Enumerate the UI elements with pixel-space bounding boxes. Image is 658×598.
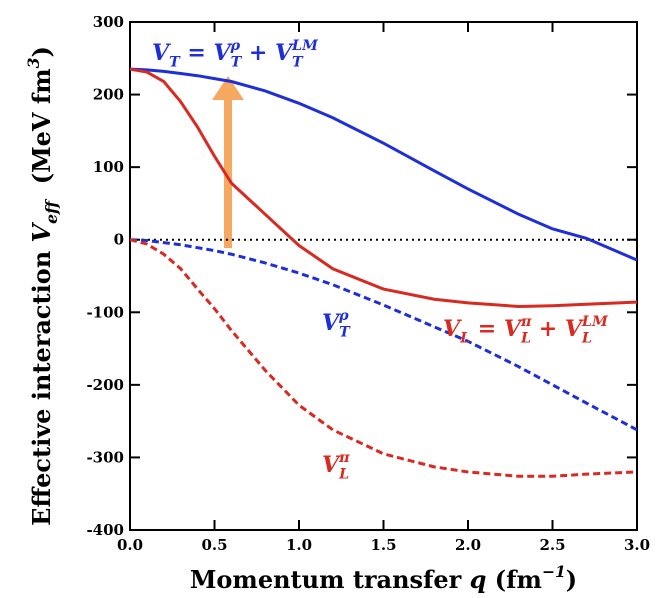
- superscript: ρ: [230, 38, 241, 54]
- label-part: V: [152, 40, 171, 66]
- label-part: (fm: [486, 565, 541, 594]
- label-part: =: [180, 40, 214, 66]
- x-tick-label: 0.5: [201, 536, 227, 554]
- superscript: ρ: [338, 308, 349, 324]
- superscript: π: [338, 450, 350, 466]
- x-tick-label: 2.0: [455, 536, 481, 554]
- subscript: L: [338, 467, 349, 483]
- subscript: L: [459, 331, 470, 347]
- y-tick-label: 100: [93, 158, 124, 176]
- series-line: [129, 238, 638, 432]
- series-line: [129, 67, 638, 262]
- y-tick-label: 0: [114, 231, 124, 249]
- label-part: V: [275, 40, 294, 66]
- label-part: V: [443, 316, 462, 342]
- plot-frame: [129, 21, 638, 531]
- subscript: L: [581, 331, 592, 347]
- y-tick-label: -100: [86, 303, 124, 321]
- label-part: V: [27, 221, 56, 242]
- subscript: eff: [42, 198, 61, 224]
- y-axis-label: Effective interaction Veff​ (MeV fm3​): [24, 46, 61, 526]
- label-part: V: [322, 452, 341, 478]
- series-line: [129, 67, 638, 308]
- label-part: V: [565, 316, 584, 342]
- label-part: Momentum transfer: [190, 565, 470, 594]
- y-tick-label: -400: [86, 521, 124, 539]
- superscript: LM: [581, 314, 609, 330]
- subscript: L: [520, 331, 531, 347]
- x-tick-label: 1.0: [286, 536, 312, 554]
- label-part: +: [241, 40, 275, 66]
- superscript: LM: [291, 38, 319, 54]
- x-tick-label: 3.0: [624, 536, 650, 554]
- x-tick-label: 1.5: [370, 536, 396, 554]
- y-tick-label: -300: [86, 448, 124, 466]
- label-part: V: [213, 40, 232, 66]
- subscript: T: [231, 55, 243, 71]
- superscript: −1: [542, 562, 566, 581]
- y-tick-label: 200: [93, 86, 124, 104]
- x-axis-label: Momentum transfer q (fm−1​): [190, 562, 577, 594]
- superscript: π: [520, 314, 532, 330]
- y-tick-label: -200: [86, 376, 124, 394]
- label-part: (MeV fm: [27, 68, 56, 201]
- series-line: [129, 238, 638, 478]
- label-part: ): [566, 565, 577, 594]
- x-tick-label: 2.5: [539, 536, 565, 554]
- label-part: ): [27, 46, 56, 57]
- label-part: =: [470, 316, 504, 342]
- subscript: T: [292, 55, 304, 71]
- label-part: Effective interaction: [27, 242, 56, 525]
- annotation: VρT​: [322, 308, 351, 341]
- subscript: T: [339, 325, 351, 341]
- label-part: V: [504, 316, 523, 342]
- superscript: 3: [24, 57, 43, 68]
- label-part: +: [531, 316, 565, 342]
- arrow: [212, 76, 244, 248]
- subscript: T: [169, 55, 181, 71]
- label-part: q: [470, 565, 487, 594]
- label-part: V: [322, 310, 341, 336]
- x-tick-label: 0.0: [117, 536, 143, 554]
- annotation: VπL​: [322, 450, 350, 483]
- y-tick-label: 300: [93, 13, 124, 31]
